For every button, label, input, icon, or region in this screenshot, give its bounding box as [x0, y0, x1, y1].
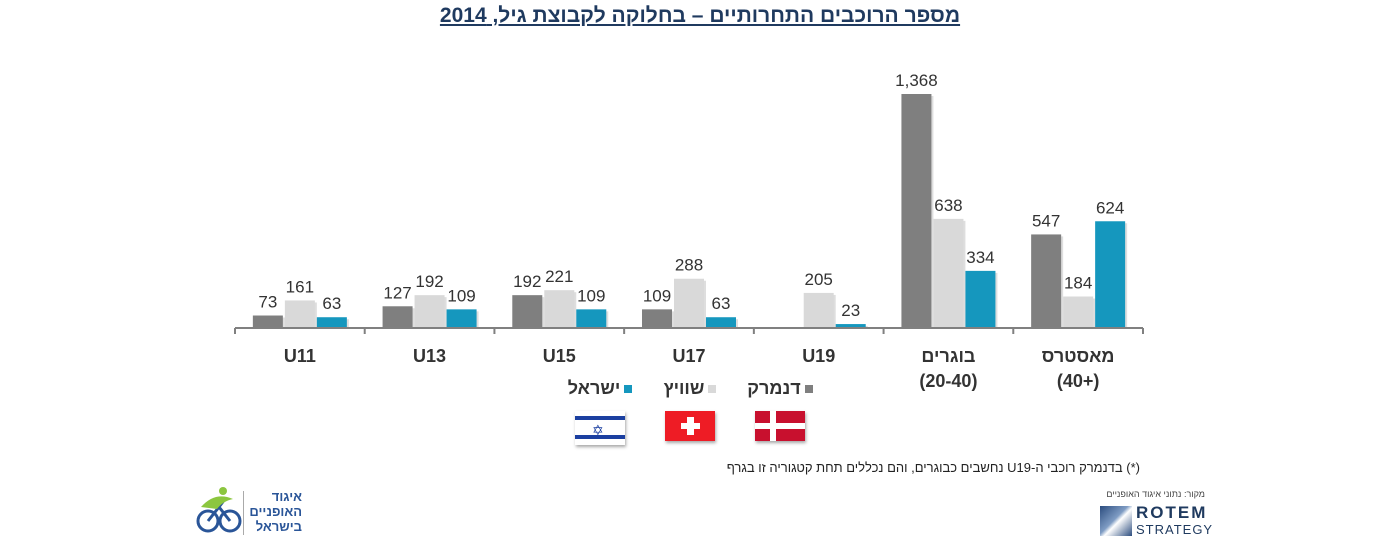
israel-flag-icon: ✡ — [575, 411, 625, 445]
bar-דנמרק-U11 — [252, 315, 283, 328]
category-label: U11 — [284, 346, 316, 366]
data-label: 547 — [1032, 211, 1060, 230]
legend-item-denmark: דנמרק — [740, 378, 820, 445]
cycling-association-logo: איגוד האופניים בישראל — [195, 485, 305, 540]
source-note: מקור: נתוני איגוד האופניים — [1106, 489, 1205, 499]
rotem-mark-icon — [1100, 506, 1132, 536]
bar-ישראל-בוגרים (20-40) — [965, 270, 996, 328]
category-label: U15 — [543, 346, 576, 366]
bar-ישראל-מאסטרס (+40) — [1095, 221, 1126, 328]
bar-ישראל-U13 — [446, 309, 477, 328]
logo-line: איגוד — [271, 489, 302, 504]
bar-ישראל-U19 — [835, 324, 866, 328]
category-label: בוגרים — [921, 346, 975, 366]
rotem-strategy-logo: ROTEM STRATEGY — [1100, 503, 1214, 539]
legend-swatch — [804, 384, 813, 393]
footnote: (*) בדנמרק רוכבי ה-U19 נחשבים כבוגרים, ו… — [726, 460, 1140, 475]
data-label: 73 — [258, 293, 277, 312]
data-label: 109 — [447, 286, 475, 305]
data-label: 184 — [1064, 274, 1092, 293]
data-label: 205 — [805, 270, 833, 289]
bar-ישראל-U17 — [706, 317, 736, 328]
legend-swatch — [624, 384, 633, 393]
category-label: (+40) — [1057, 371, 1100, 391]
category-label: U17 — [672, 346, 705, 366]
legend-label: שוויץ — [663, 378, 705, 398]
data-label: 127 — [383, 283, 411, 302]
data-label: 288 — [675, 256, 703, 275]
data-label: 23 — [841, 301, 860, 320]
chart-title: מספר הרוכבים התחרותיים – בחלוקה לקבוצת ג… — [439, 4, 961, 27]
bar-שוויץ-U13 — [414, 295, 445, 328]
data-label: 109 — [577, 286, 605, 305]
data-label: 334 — [966, 248, 994, 267]
data-label: 109 — [643, 286, 671, 305]
cyclist-icon — [196, 487, 242, 533]
category-label: מאסטרס — [1042, 346, 1115, 366]
legend-item-israel: ישראל ✡ — [560, 378, 640, 445]
bar-שוויץ-מאסטרס (+40) — [1063, 296, 1094, 328]
data-label: 1,368 — [895, 71, 938, 90]
legend-item-switzerland: שוויץ — [650, 378, 730, 445]
logo-line: בישראל — [255, 519, 302, 534]
bar-דנמרק-U13 — [382, 306, 413, 328]
bar-שוויץ-U19 — [803, 292, 834, 328]
data-label: 63 — [322, 294, 341, 313]
bar-דנמרק-U15 — [512, 295, 543, 328]
bar-דנמרק-בוגרים (20-40) — [901, 94, 932, 328]
bar-ישראל-U15 — [576, 309, 607, 328]
bar-ישראל-U11 — [316, 317, 347, 328]
legend-label: דנמרק — [747, 378, 801, 398]
data-label: 161 — [286, 277, 314, 296]
bar-שוויץ-U15 — [544, 290, 575, 328]
legend-label: ישראל — [567, 378, 621, 398]
bar-דנמרק-U17 — [642, 309, 672, 328]
bar-שוויץ-U17 — [674, 278, 704, 328]
bar-שוויץ-U11 — [284, 300, 315, 328]
legend: ישראל ✡ שוויץ דנמרק — [560, 378, 820, 445]
denmark-flag-icon — [755, 411, 805, 441]
data-label: 192 — [415, 272, 443, 291]
logo-text-strategy: STRATEGY — [1136, 522, 1214, 537]
data-label: 192 — [513, 272, 541, 291]
switzerland-flag-icon — [665, 411, 715, 441]
data-label: 63 — [712, 294, 731, 313]
data-label: 638 — [934, 196, 962, 215]
category-label: (20-40) — [919, 371, 977, 391]
logo-line: האופניים — [249, 504, 302, 519]
legend-swatch — [708, 384, 717, 393]
logo-text-rotem: ROTEM — [1136, 503, 1208, 522]
bar-דנמרק-מאסטרס (+40) — [1031, 234, 1062, 328]
data-label: 221 — [545, 267, 573, 286]
category-label: U19 — [802, 346, 835, 366]
bar-שוויץ-בוגרים (20-40) — [933, 218, 964, 328]
data-label: 624 — [1096, 198, 1124, 217]
category-label: U13 — [413, 346, 446, 366]
